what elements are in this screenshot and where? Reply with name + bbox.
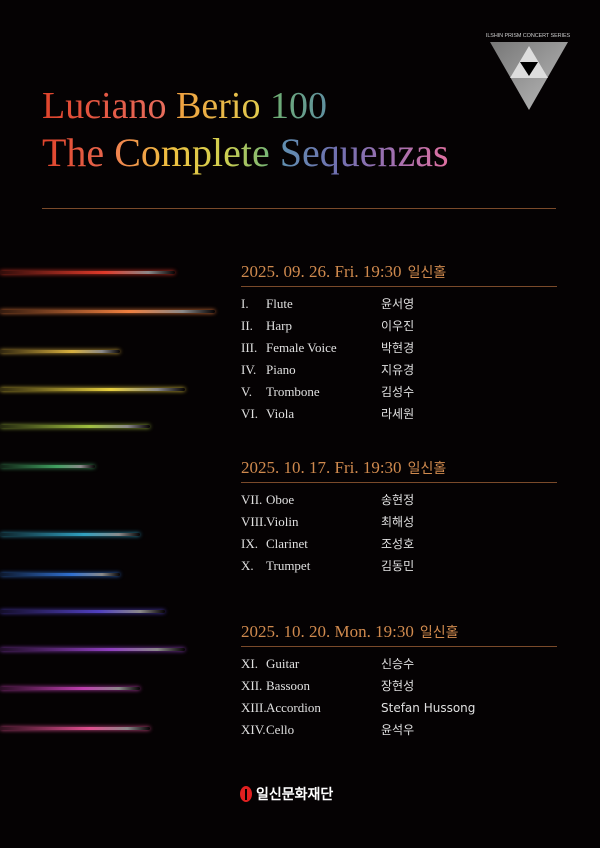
session-datetime: 2025. 10. 20. Mon. 19:30 <box>241 622 414 641</box>
instrument: Accordion <box>266 700 321 715</box>
program-item: VI. Viola 라세원 <box>241 403 557 425</box>
performer: 윤서영 <box>381 297 415 311</box>
instrument: Harp <box>266 318 292 333</box>
title-line-1: Luciano Berio 100 <box>42 86 327 126</box>
title-line-2: The Complete Sequenzas <box>42 133 449 173</box>
instrument: Oboe <box>266 492 295 507</box>
prism-triangle-logo <box>490 42 568 110</box>
light-streak <box>0 310 215 313</box>
light-streak <box>0 727 150 730</box>
footer-logo: 일신문화재단 <box>240 784 333 804</box>
instrument: Clarinet <box>266 536 308 551</box>
performer: 최해성 <box>381 515 415 529</box>
title-word: Berio <box>176 85 270 127</box>
instrument: Piano <box>266 362 296 377</box>
light-streak <box>0 271 175 274</box>
program-item: III. Female Voice 박현경 <box>241 337 557 359</box>
program-item: IV. Piano 지유경 <box>241 359 557 381</box>
concert-session: 2025. 10. 20. Mon. 19:30 일신홀 XI. Guitar 신승수 X… <box>241 622 557 741</box>
program-item: X. Trumpet 김동민 <box>241 555 557 577</box>
performer: Stefan Hussong <box>381 701 476 715</box>
performer: 김동민 <box>381 559 415 573</box>
sequenza-number: XI. <box>241 656 258 671</box>
session-header: 2025. 10. 20. Mon. 19:30 일신홀 <box>241 622 557 642</box>
performer: 라세원 <box>381 407 415 421</box>
performer: 조성호 <box>381 537 415 551</box>
sequenza-number: V. <box>241 384 252 399</box>
program-item: II. Harp 이우진 <box>241 315 557 337</box>
performer: 송현정 <box>381 493 415 507</box>
instrument: Trumpet <box>266 558 311 573</box>
session-hall: 일신홀 <box>407 461 447 477</box>
performer: 김성수 <box>381 385 415 399</box>
program-item: XII. Bassoon 장현성 <box>241 675 557 697</box>
performer: 이우진 <box>381 319 415 333</box>
sequenza-number: XIII. <box>241 700 267 715</box>
session-header: 2025. 09. 26. Fri. 19:30 일신홀 <box>241 262 557 282</box>
light-streak <box>0 648 185 651</box>
sequenza-number: I. <box>241 296 249 311</box>
title-word: 100 <box>269 85 327 127</box>
instrument: Female Voice <box>266 340 337 355</box>
sequenza-number: VII. <box>241 492 263 507</box>
session-datetime: 2025. 09. 26. Fri. 19:30 <box>241 262 402 281</box>
sequenza-number: XII. <box>241 678 263 693</box>
foundation-logo-icon <box>240 786 252 802</box>
sequenza-number: III. <box>241 340 258 355</box>
concert-session: 2025. 09. 26. Fri. 19:30 일신홀 I. Flute 윤서영 II.… <box>241 262 557 425</box>
instrument: Guitar <box>266 656 300 671</box>
session-divider <box>241 286 557 287</box>
performer: 장현성 <box>381 679 415 693</box>
instrument: Flute <box>266 296 293 311</box>
sequenza-number: VI. <box>241 406 258 421</box>
light-streak <box>0 687 140 690</box>
instrument: Bassoon <box>266 678 311 693</box>
performer: 지유경 <box>381 363 415 377</box>
program-item: V. Trombone 김성수 <box>241 381 557 403</box>
light-streak <box>0 533 140 536</box>
program-item: XIV. Cello 윤석우 <box>241 719 557 741</box>
light-streak <box>0 610 165 613</box>
performer: 박현경 <box>381 341 415 355</box>
title-divider <box>42 208 556 209</box>
sequenza-number: XIV. <box>241 722 266 737</box>
program-item: VIII. Violin 최해성 <box>241 511 557 533</box>
title-word: The <box>42 130 115 175</box>
series-label: ILSHIN PRISM CONCERT SERIES <box>485 33 571 39</box>
title-word: Luciano <box>42 85 177 127</box>
foundation-name: 일신문화재단 <box>256 787 334 803</box>
program-item: I. Flute 윤서영 <box>241 293 557 315</box>
light-streak <box>0 425 150 428</box>
session-hall: 일신홀 <box>407 265 447 281</box>
performer: 윤석우 <box>381 723 415 737</box>
sequenza-number: X. <box>241 558 254 573</box>
session-divider <box>241 482 557 483</box>
program-item: IX. Clarinet 조성호 <box>241 533 557 555</box>
instrument: Cello <box>266 722 295 737</box>
performer: 신승수 <box>381 657 415 671</box>
session-hall: 일신홀 <box>419 625 459 641</box>
title-word: Complete <box>114 130 280 175</box>
program-item: XIII. Accordion Stefan Hussong <box>241 697 557 719</box>
program-item: XI. Guitar 신승수 <box>241 653 557 675</box>
session-divider <box>241 646 557 647</box>
title-word: Sequenzas <box>279 130 449 175</box>
light-streak <box>0 388 185 391</box>
program-item: VII. Oboe 송현정 <box>241 489 557 511</box>
sequenza-number: IX. <box>241 536 258 551</box>
sequenza-number: VIII. <box>241 514 267 529</box>
sequenza-number: II. <box>241 318 253 333</box>
session-datetime: 2025. 10. 17. Fri. 19:30 <box>241 458 402 477</box>
sequenza-number: IV. <box>241 362 257 377</box>
instrument: Violin <box>266 514 299 529</box>
concert-session: 2025. 10. 17. Fri. 19:30 일신홀 VII. Oboe 송현정 VI… <box>241 458 557 577</box>
light-streak <box>0 573 120 576</box>
session-header: 2025. 10. 17. Fri. 19:30 일신홀 <box>241 458 557 478</box>
light-streak <box>0 465 95 468</box>
light-streak <box>0 350 120 353</box>
instrument: Viola <box>266 406 295 421</box>
instrument: Trombone <box>266 384 320 399</box>
